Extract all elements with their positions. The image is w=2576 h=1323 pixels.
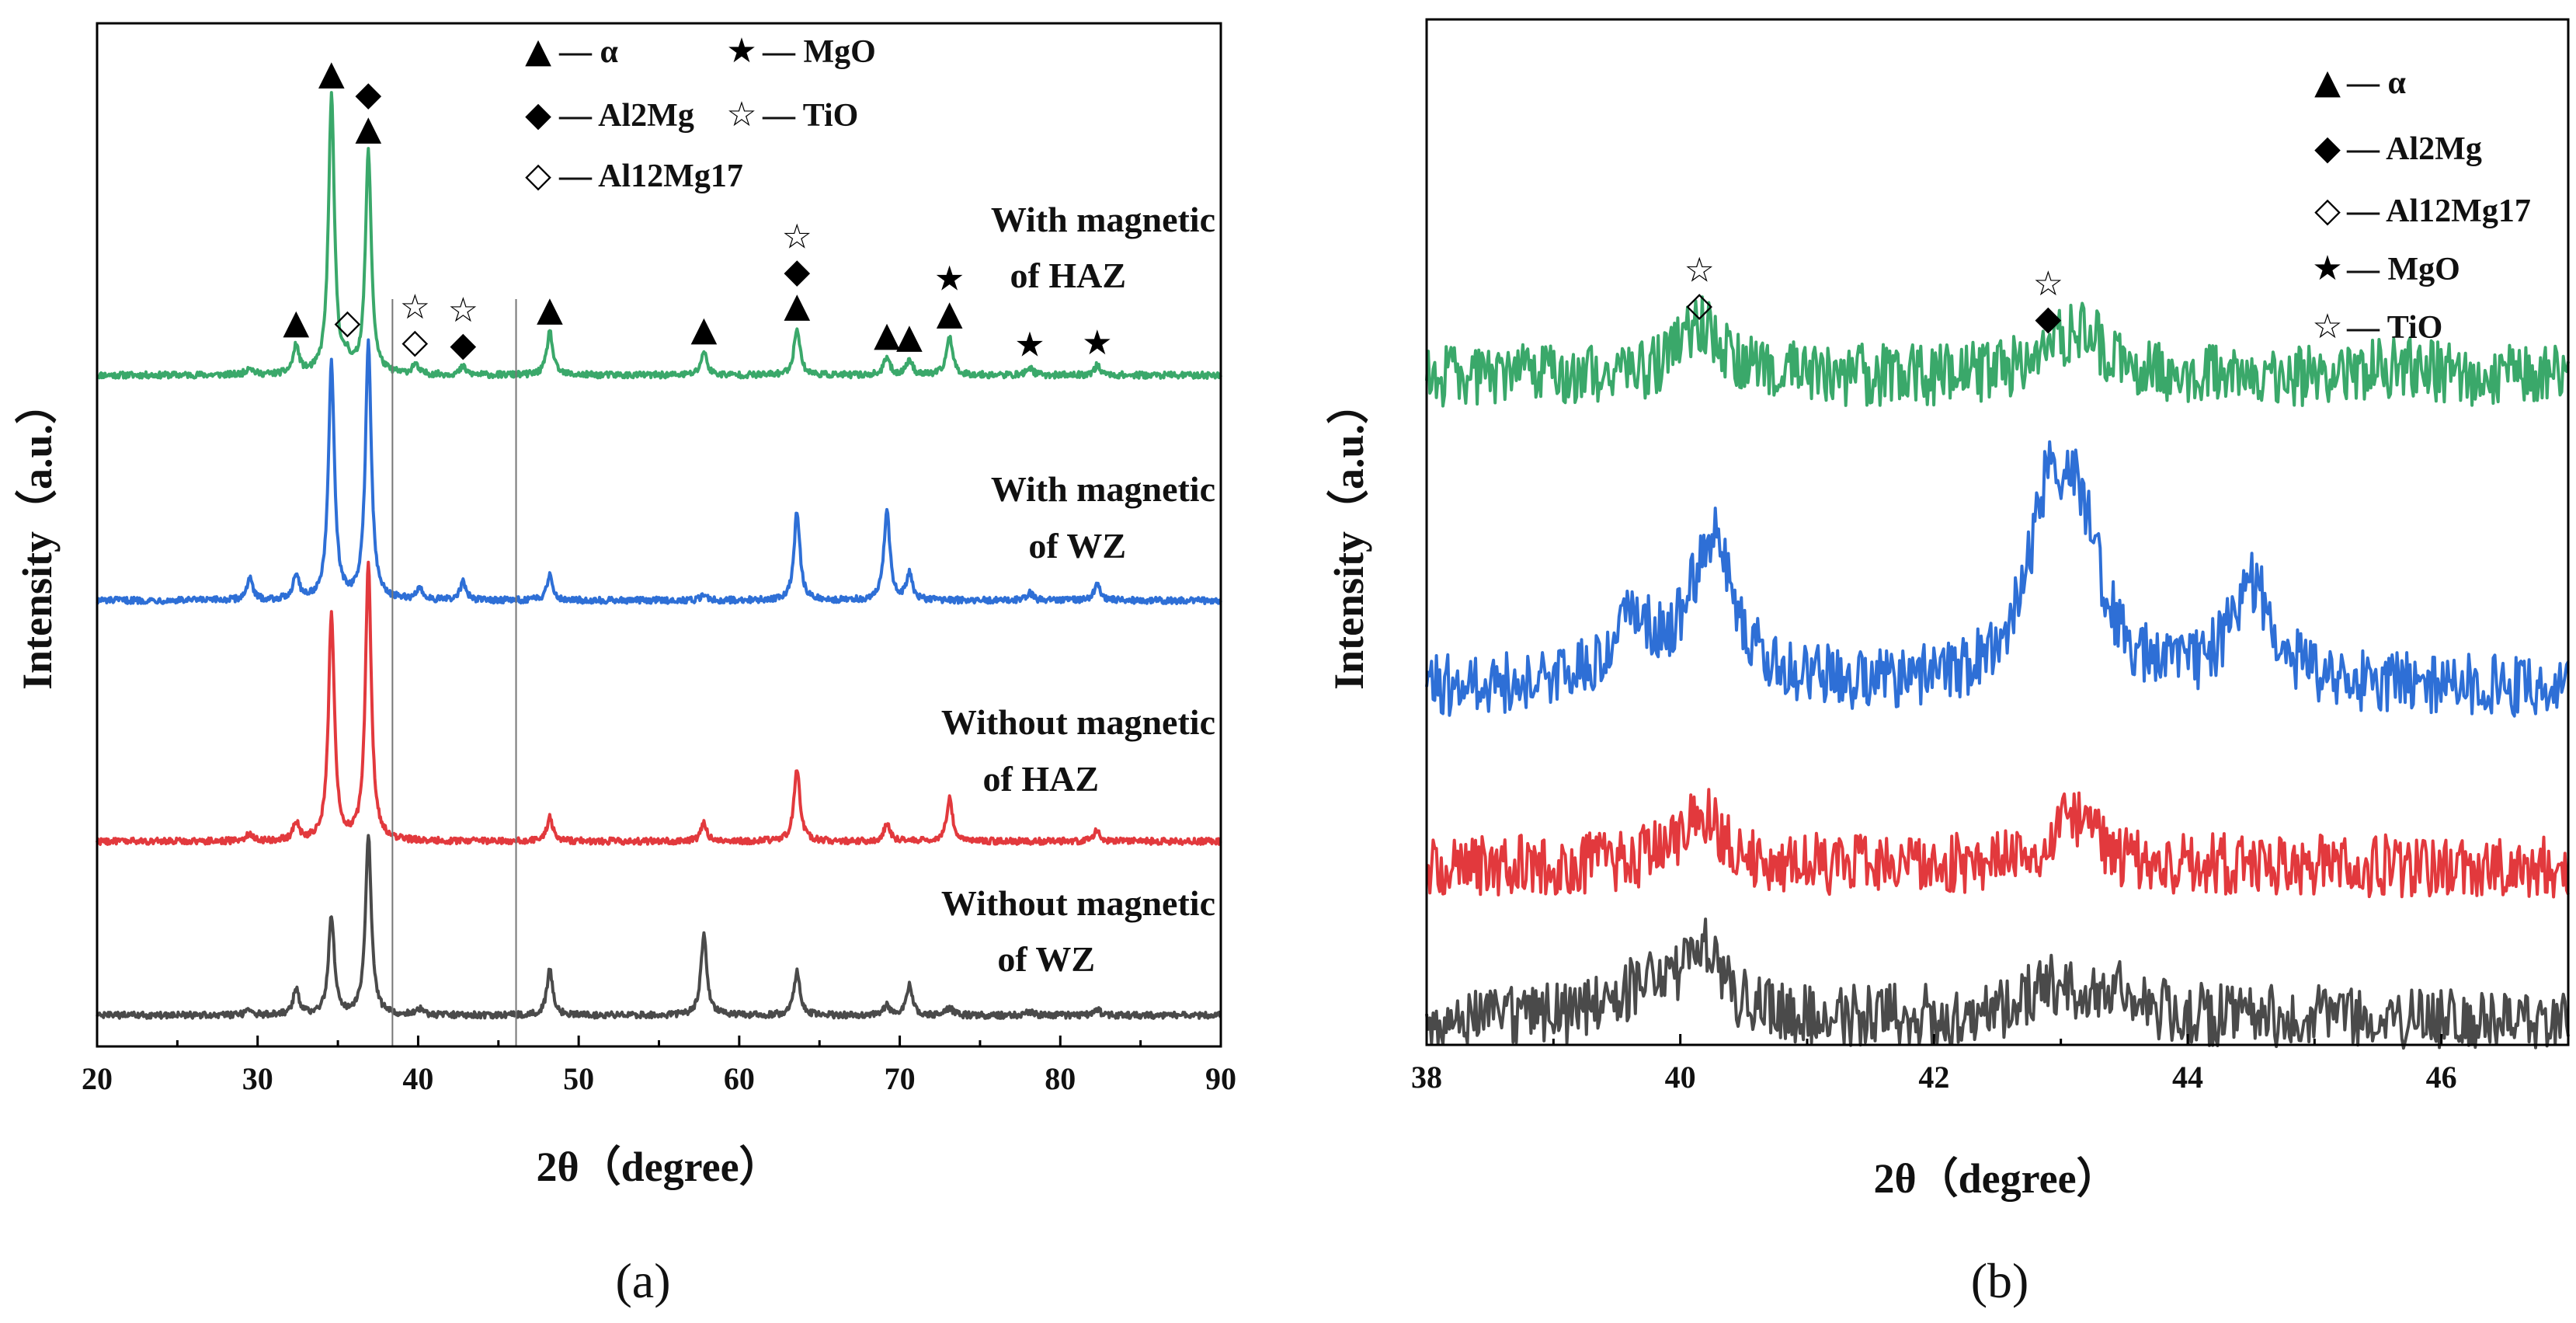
panel-a-x-tick-label-40: 40 <box>402 1061 433 1096</box>
legend-a-al2mg-symbol: ◆ <box>525 95 551 134</box>
panel-a-peak-marker-8-1: ▲ <box>690 309 717 349</box>
panel-a-x-tick-label-80: 80 <box>1045 1061 1076 1096</box>
legend-b-al2mg-symbol: ◆ <box>2314 128 2341 168</box>
panel-a-x-tick-label-30: 30 <box>242 1061 273 1096</box>
panel-a-peak-marker-9-2: ◆ <box>784 252 810 291</box>
panel-a-x-tick-label-60: 60 <box>724 1061 755 1096</box>
legend-b-al2mg-text: — Al2Mg <box>2346 131 2482 167</box>
panel-a-series-1-line <box>96 91 1222 380</box>
panel-a-peak-marker-4-1: ◆ <box>355 75 381 114</box>
panel-a-peak-annotations: ▲▲◇◆▲☆◇☆◆▲▲☆◆▲▲▲★▲★ ★ <box>283 53 1112 364</box>
panel-b-y-axis-title: Intensity（a.u.） <box>1326 382 1372 690</box>
legend-a-alpha-text: — α <box>558 34 619 70</box>
panel-b-peak-marker-2-1: ☆ <box>2033 264 2063 304</box>
panel-a-peak-marker-11-1: ▲ <box>896 317 923 357</box>
panel-b-x-tick-label-46: 46 <box>2426 1060 2457 1095</box>
legend-a-tio-symbol: ☆ <box>726 95 756 134</box>
panel-a-x-tick-label-20: 20 <box>82 1061 113 1096</box>
panel-a-peak-marker-2-1: ▲ <box>318 53 345 92</box>
panel-a-peak-marker-14-1: ★ <box>1082 323 1112 363</box>
curve-label-without-wz-line2: of WZ <box>997 939 1095 979</box>
panel-a-label: (a) <box>615 1253 670 1308</box>
legend-b-alpha-symbol: ▲ <box>2314 62 2341 102</box>
panel-b: ☆◇☆◆ 38 40 42 44 46 ▲ — α ◆ — Al2Mg ◇ — Al12… <box>1326 18 2570 1308</box>
panel-b-curves <box>1425 295 2570 1050</box>
legend-b-mgo-symbol: ★ <box>2312 249 2342 288</box>
curve-label-with-wz-line1: With magnetic <box>991 469 1215 509</box>
legend-b-tio-text: — TiO <box>2346 310 2442 346</box>
panel-b-x-tick-label-40: 40 <box>1665 1060 1696 1095</box>
legend-a-tio-text: — TiO <box>762 98 858 134</box>
panel-a-x-tick-label-70: 70 <box>885 1061 916 1096</box>
panel-b-x-tick-label-44: 44 <box>2172 1060 2203 1095</box>
panel-a-peak-marker-6-1: ☆ <box>448 291 478 330</box>
panel-a-x-tick-label-90: 90 <box>1205 1061 1236 1096</box>
panel-a-peak-marker-9-3: ▲ <box>784 286 810 326</box>
panel-a: ▲▲◇◆▲☆◇☆◆▲▲☆◆▲▲▲★▲★ ★ 20 30 40 50 60 70 80 90 ▲ … <box>14 22 1236 1308</box>
panel-a-series-4-line <box>96 834 1222 1020</box>
panel-a-peak-marker-1-1: ▲ <box>283 302 309 342</box>
panel-b-x-axis-title: 2θ（degree） <box>1873 1155 2118 1202</box>
legend-b-mgo-text: — MgO <box>2346 252 2460 287</box>
legend-a-al12mg17-text: — Al12Mg17 <box>558 158 743 194</box>
panel-a-legend: ▲ — α ★ — MgO ◆ — Al2Mg ☆ — TiO ◇ — Al12… <box>525 31 876 195</box>
panel-b-peak-marker-1-1: ☆ <box>1684 251 1714 291</box>
legend-b-alpha-text: — α <box>2346 65 2407 101</box>
legend-a-al2mg-text: — Al2Mg <box>558 98 694 134</box>
panel-b-peak-marker-2-2: ◆ <box>2035 298 2061 338</box>
panel-b-plot-frame <box>1425 18 2570 1046</box>
legend-b-al12mg17-symbol: ◇ <box>2314 190 2341 230</box>
panel-b-series-4-line <box>1425 917 2570 1050</box>
panel-a-peak-marker-10-1: ▲ <box>874 315 900 354</box>
panel-a-y-axis-title: Intensity（a.u.） <box>14 382 61 690</box>
panel-b-x-tick-label-42: 42 <box>1918 1060 1949 1095</box>
panel-a-peak-marker-12-2: ▲ <box>937 294 963 333</box>
panel-a-peak-marker-13-1: ★ <box>1014 326 1045 365</box>
panel-a-peak-marker-4-2: ▲ <box>355 109 381 148</box>
panel-a-curve-labels: With magnetic of HAZ With magnetic of WZ… <box>941 200 1215 979</box>
legend-a-alpha-symbol: ▲ <box>525 31 551 71</box>
panel-a-curves <box>96 91 1222 1020</box>
panel-a-series-3-line <box>96 560 1222 846</box>
panel-a-x-axis-title: 2θ（degree） <box>536 1144 780 1190</box>
panel-a-x-tick-label-50: 50 <box>563 1061 594 1096</box>
curve-label-without-haz-line2: of HAZ <box>983 759 1100 799</box>
panel-b-series-2-line <box>1425 440 2570 718</box>
panel-a-x-ticks: 20 30 40 50 60 70 80 90 <box>82 1036 1236 1096</box>
panel-a-peak-marker-9-1: ☆ <box>782 218 812 257</box>
panel-a-peak-marker-7-1: ▲ <box>537 290 563 329</box>
panel-a-peak-marker-3-1: ◇ <box>335 302 361 342</box>
curve-label-with-wz-line2: of WZ <box>1028 526 1126 566</box>
panel-a-series-2-line <box>96 338 1222 605</box>
curve-label-with-haz-line2: of HAZ <box>1010 256 1127 295</box>
panel-a-peak-marker-5-2: ◇ <box>402 322 428 361</box>
panel-b-label: (b) <box>1971 1253 2029 1308</box>
panel-b-series-3-line <box>1426 788 2570 899</box>
panel-b-series-1-line <box>1425 295 2570 408</box>
panel-a-peak-marker-5-1: ☆ <box>400 287 430 327</box>
panel-b-x-ticks: 38 40 42 44 46 <box>1411 1034 2457 1095</box>
legend-a-mgo-symbol: ★ <box>726 31 756 71</box>
curve-label-without-haz-line1: Without magnetic <box>941 702 1215 742</box>
legend-b-tio-symbol: ☆ <box>2312 307 2342 346</box>
curve-label-without-wz-line1: Without magnetic <box>941 883 1215 923</box>
panel-a-peak-marker-12-1: ★ <box>934 259 965 299</box>
panel-b-peak-annotations: ☆◇☆◆ <box>1684 251 2063 338</box>
panel-a-peak-marker-6-2: ◆ <box>450 325 476 364</box>
legend-a-mgo-text: — MgO <box>762 34 876 70</box>
panel-b-x-tick-label-38: 38 <box>1411 1060 1442 1095</box>
legend-b-al12mg17-text: — Al12Mg17 <box>2346 193 2531 229</box>
curve-label-with-haz-line1: With magnetic <box>991 200 1215 239</box>
legend-a-al12mg17-symbol: ◇ <box>525 155 551 195</box>
panel-b-peak-marker-1-2: ◇ <box>1686 285 1712 325</box>
panel-b-legend: ▲ — α ◆ — Al2Mg ◇ — Al12Mg17 ★ — MgO ☆ —… <box>2312 62 2531 346</box>
